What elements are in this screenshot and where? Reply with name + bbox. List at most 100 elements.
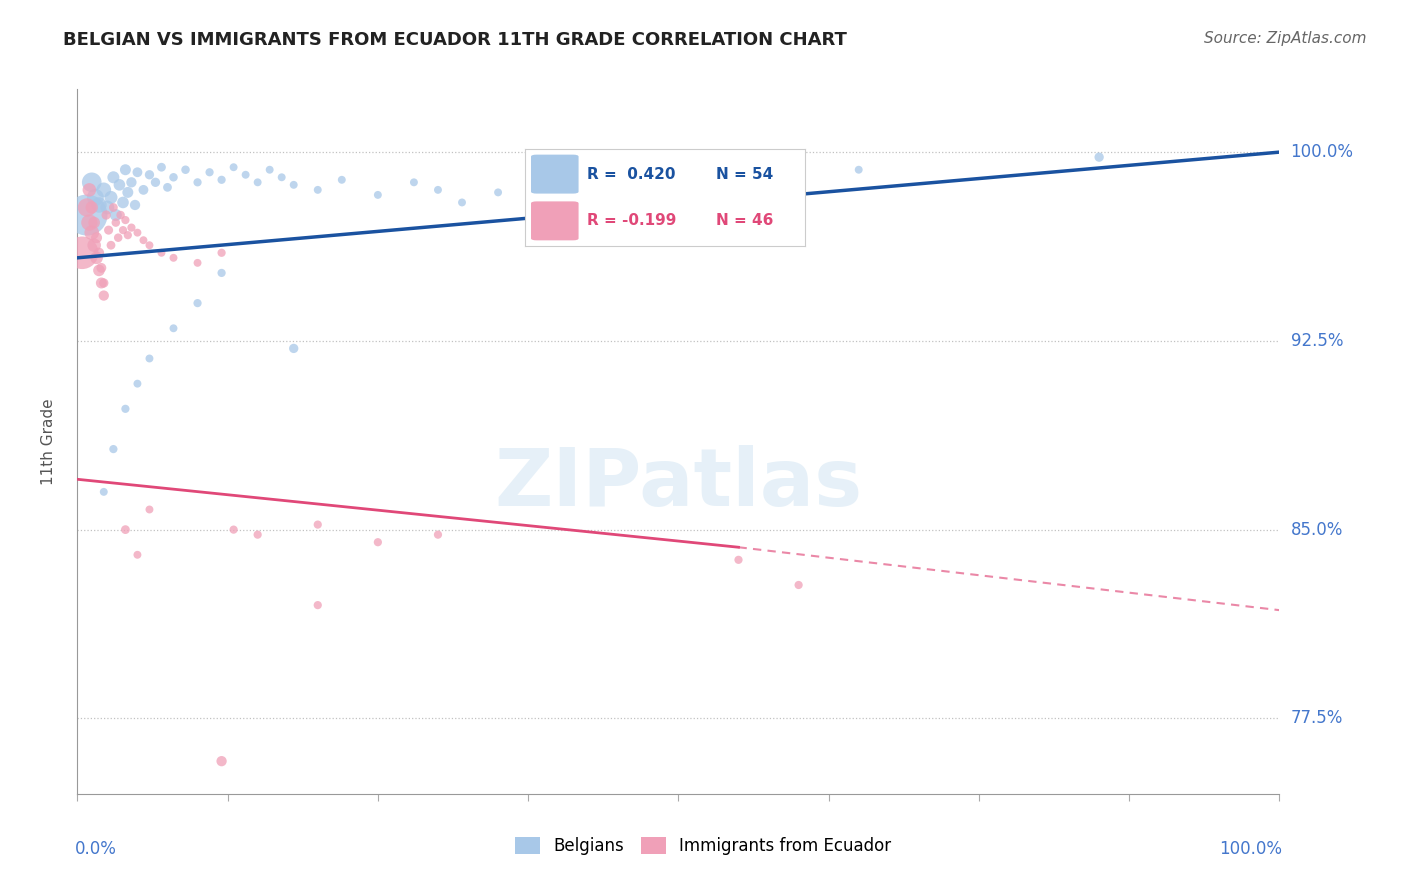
Point (145, 175, 167, 189)
Point (103, 170, 125, 185)
Point (367, 187, 389, 202)
Point (120, 220, 142, 235)
Point (76, 201, 98, 215)
Point (138, 502, 160, 516)
Point (107, 230, 129, 244)
Point (90, 260, 112, 275)
Point (76, 208, 98, 222)
Point (427, 183, 450, 197)
Text: ZIPatlas: ZIPatlas (495, 445, 862, 523)
Point (117, 186, 139, 200)
Point (96, 201, 118, 215)
Text: R = -0.199: R = -0.199 (586, 213, 676, 228)
Point (80, 201, 103, 215)
Point (367, 535, 389, 549)
Point (150, 245, 173, 260)
Point (727, 553, 749, 567)
Point (93, 276, 115, 290)
Text: BELGIAN VS IMMIGRANTS FROM ECUADOR 11TH GRADE CORRELATION CHART: BELGIAN VS IMMIGRANTS FROM ECUADOR 11TH … (63, 31, 848, 49)
Point (186, 296, 209, 310)
Point (70, 245, 93, 260)
Point (127, 376, 149, 391)
Point (117, 228, 139, 243)
Point (198, 165, 221, 179)
Point (104, 216, 127, 230)
Point (1088, 150, 1111, 164)
Point (186, 175, 209, 189)
Point (162, 170, 184, 185)
Point (83, 238, 105, 252)
Text: 100.0%: 100.0% (1219, 839, 1282, 858)
Point (127, 548, 149, 562)
Point (86, 251, 108, 265)
Point (307, 598, 329, 612)
Point (111, 223, 134, 237)
Text: Source: ZipAtlas.com: Source: ZipAtlas.com (1204, 31, 1367, 46)
Point (114, 162, 136, 177)
Point (283, 342, 305, 356)
Legend: Belgians, Immigrants from Ecuador: Belgians, Immigrants from Ecuador (508, 830, 898, 862)
Point (668, 165, 690, 179)
FancyBboxPatch shape (531, 202, 579, 240)
Point (211, 173, 233, 187)
Text: R =  0.420: R = 0.420 (586, 167, 675, 182)
Point (222, 160, 245, 174)
Point (235, 168, 257, 182)
Point (330, 173, 353, 187)
Point (132, 183, 155, 197)
Point (848, 162, 870, 177)
Point (787, 578, 810, 592)
Point (138, 168, 160, 182)
Point (93, 288, 115, 302)
FancyBboxPatch shape (531, 154, 579, 194)
Point (124, 198, 146, 212)
Point (87, 198, 110, 212)
Point (132, 233, 155, 247)
Y-axis label: 11th Grade: 11th Grade (42, 398, 56, 485)
Point (83, 216, 105, 230)
Point (607, 170, 630, 185)
Point (86, 230, 108, 244)
Point (307, 183, 329, 197)
Point (108, 178, 131, 192)
Point (114, 401, 136, 416)
Text: 77.5%: 77.5% (1291, 709, 1343, 727)
Point (486, 186, 509, 200)
Text: 92.5%: 92.5% (1291, 332, 1343, 350)
Point (100, 190, 122, 204)
Point (104, 208, 127, 222)
Point (110, 208, 132, 222)
Text: 85.0%: 85.0% (1291, 521, 1343, 539)
Point (402, 175, 425, 189)
Text: 0.0%: 0.0% (75, 839, 117, 858)
Point (211, 754, 233, 768)
Point (186, 256, 209, 270)
Point (451, 195, 474, 210)
Point (96, 208, 118, 222)
Text: 100.0%: 100.0% (1291, 143, 1354, 161)
Point (93, 183, 115, 197)
Point (127, 165, 149, 179)
Point (259, 162, 281, 177)
Point (87, 263, 110, 277)
Point (80, 175, 103, 189)
Point (156, 180, 179, 194)
Point (103, 442, 125, 456)
Point (79, 216, 101, 230)
Point (174, 162, 197, 177)
Point (222, 523, 245, 537)
Point (100, 238, 122, 252)
Point (246, 175, 269, 189)
Point (547, 178, 569, 192)
Point (270, 170, 292, 185)
Point (114, 523, 136, 537)
Point (162, 321, 184, 335)
Point (246, 527, 269, 541)
Point (307, 517, 329, 532)
Point (114, 213, 136, 227)
Point (787, 208, 810, 222)
Point (79, 183, 101, 197)
Point (93, 484, 115, 499)
Point (211, 245, 233, 260)
Point (87, 245, 110, 260)
